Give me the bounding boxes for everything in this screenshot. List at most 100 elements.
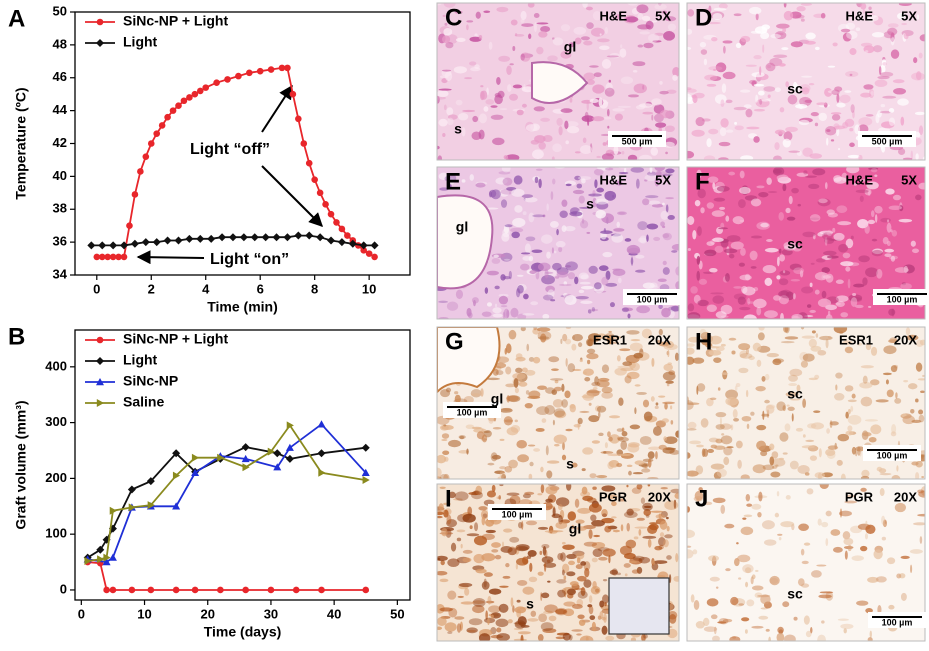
texture-blob <box>512 217 526 228</box>
marker <box>180 97 188 105</box>
texture-blob <box>852 110 855 119</box>
panel-letter: E <box>445 168 461 195</box>
texture-blob <box>916 14 920 20</box>
texture-blob <box>659 109 671 119</box>
texture-blob <box>599 33 602 36</box>
texture-blob <box>911 461 919 466</box>
texture-blob <box>444 176 449 181</box>
marker <box>146 477 155 486</box>
texture-blob <box>809 455 818 461</box>
texture-blob <box>709 335 722 345</box>
texture-blob <box>455 99 463 106</box>
texture-blob <box>551 368 559 371</box>
marker <box>172 586 180 594</box>
marker <box>207 234 216 243</box>
marker <box>163 236 172 245</box>
texture-blob <box>860 92 872 98</box>
texture-blob <box>590 514 597 522</box>
texture-blob <box>648 523 659 531</box>
texture-blob <box>589 473 597 479</box>
texture-blob <box>604 167 614 171</box>
texture-blob <box>649 282 658 288</box>
texture-blob <box>765 404 775 414</box>
texture-blob <box>441 69 452 72</box>
texture-blob <box>504 465 513 473</box>
texture-blob <box>476 431 485 440</box>
texture-blob <box>865 520 868 526</box>
texture-blob <box>673 575 679 582</box>
texture-blob <box>893 88 907 95</box>
x-tick-label: 8 <box>311 281 318 296</box>
texture-blob <box>693 92 705 99</box>
texture-blob <box>657 278 667 283</box>
marker <box>242 586 249 594</box>
texture-blob <box>630 637 637 641</box>
texture-blob <box>808 183 820 190</box>
texture-blob <box>574 175 581 181</box>
texture-blob <box>783 244 797 251</box>
texture-blob <box>715 438 723 444</box>
texture-blob <box>437 476 442 479</box>
texture-blob <box>661 418 669 423</box>
texture-blob <box>647 458 652 468</box>
texture-blob <box>604 525 612 533</box>
texture-blob <box>461 179 466 183</box>
texture-blob <box>548 615 557 622</box>
texture-blob <box>830 112 842 115</box>
texture-blob <box>594 179 598 189</box>
texture-blob <box>845 238 854 249</box>
texture-blob <box>598 377 610 382</box>
texture-blob <box>602 594 609 604</box>
texture-blob <box>916 339 924 348</box>
texture-blob <box>641 15 651 22</box>
texture-blob <box>903 32 909 40</box>
texture-blob <box>817 634 826 641</box>
texture-blob <box>718 157 729 160</box>
texture-blob <box>827 445 839 450</box>
texture-blob <box>514 387 519 394</box>
texture-blob <box>550 299 556 302</box>
texture-blob <box>886 222 892 233</box>
texture-blob <box>700 332 711 341</box>
texture-blob <box>475 568 487 574</box>
y-axis-label: Graft volume (mm³) <box>13 400 29 529</box>
texture-blob <box>524 491 535 495</box>
texture-blob <box>812 168 826 176</box>
arrow <box>261 84 293 133</box>
texture-blob <box>713 7 727 11</box>
texture-blob <box>725 215 730 222</box>
marker <box>213 79 220 86</box>
texture-blob <box>706 304 717 313</box>
texture-blob <box>760 98 772 102</box>
texture-blob <box>663 363 673 372</box>
scale-bar-label: 100 µm <box>457 407 488 417</box>
marker <box>305 231 314 240</box>
texture-blob <box>844 500 858 504</box>
texture-blob <box>571 524 575 530</box>
texture-blob <box>576 633 582 636</box>
texture-blob <box>598 432 604 437</box>
texture-blob <box>655 451 658 460</box>
texture-blob <box>900 592 907 601</box>
texture-blob <box>774 512 780 518</box>
texture-blob <box>551 513 561 519</box>
texture-blob <box>627 443 640 453</box>
texture-blob <box>608 415 621 419</box>
texture-blob <box>577 417 583 425</box>
texture-blob <box>687 347 695 355</box>
texture-blob <box>521 103 527 108</box>
texture-blob <box>520 10 527 20</box>
texture-blob <box>597 38 610 43</box>
texture-blob <box>620 440 628 451</box>
marker <box>115 253 122 261</box>
texture-blob <box>667 215 675 220</box>
texture-blob <box>814 472 826 479</box>
texture-blob <box>540 333 547 343</box>
texture-blob <box>837 618 849 621</box>
texture-blob <box>575 519 585 524</box>
series <box>83 420 370 566</box>
texture-blob <box>527 618 539 622</box>
texture-blob <box>851 446 857 455</box>
texture-blob <box>712 237 724 243</box>
texture-blob <box>458 112 469 121</box>
